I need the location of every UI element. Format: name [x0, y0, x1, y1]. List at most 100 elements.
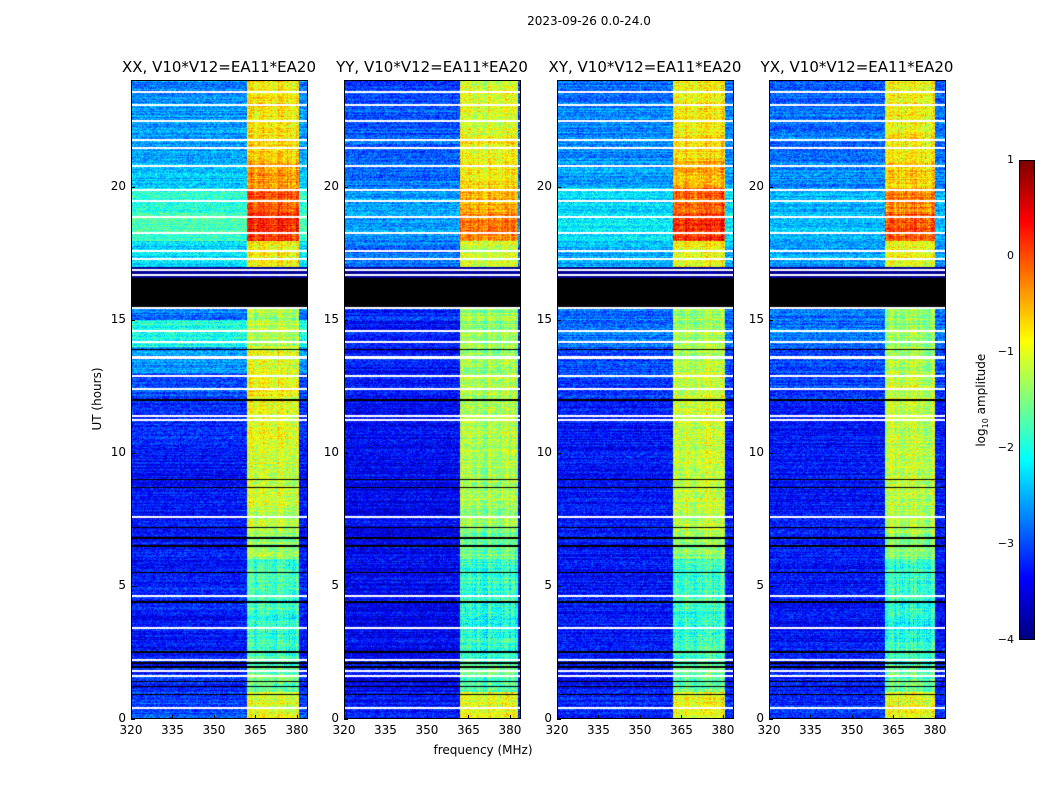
x-tick-mark [213, 715, 215, 719]
heatmap-panel [769, 80, 946, 719]
x-tick-label: 320 [545, 723, 569, 737]
y-tick-mark [769, 186, 773, 188]
y-tick-mark [557, 452, 561, 454]
y-tick-mark [344, 719, 348, 720]
y-tick-mark [769, 452, 773, 454]
y-tick-label: 15 [536, 311, 552, 326]
y-tick-mark [769, 319, 773, 321]
x-tick-label: 335 [587, 723, 610, 737]
panel-title: XX, V10*V12=EA11*EA20 [121, 58, 316, 76]
x-tick-mark [344, 715, 345, 719]
heatmap-image [132, 81, 307, 718]
colorbar-tick-label: −4 [997, 633, 1014, 646]
x-tick-mark [172, 715, 174, 719]
x-tick-label: 320 [757, 723, 781, 737]
x-tick-mark [468, 715, 470, 719]
y-tick-label: 5 [118, 577, 126, 592]
heatmap-image [770, 81, 945, 718]
x-tick-mark [296, 715, 298, 719]
x-tick-label: 350 [628, 723, 652, 737]
y-tick-mark [769, 585, 773, 587]
figure-title: 2023-09-26 0.0-24.0 [527, 14, 651, 28]
y-tick-label: 15 [748, 311, 764, 326]
x-tick-label: 365 [244, 723, 267, 737]
y-tick-mark [131, 319, 135, 321]
y-tick-label: 20 [323, 178, 339, 193]
y-tick-label: 5 [331, 577, 339, 592]
x-tick-mark [426, 715, 428, 719]
x-tick-mark [557, 715, 558, 719]
x-tick-label: 335 [799, 723, 822, 737]
colorbar-tick-label: 1 [1007, 153, 1014, 166]
y-tick-label: 20 [110, 178, 126, 193]
colorbar-tick-label: −1 [997, 345, 1014, 358]
y-tick-mark [131, 719, 135, 720]
x-tick-label: 350 [415, 723, 439, 737]
y-tick-label: 15 [110, 311, 126, 326]
x-tick-mark [893, 715, 895, 719]
x-tick-label: 320 [119, 723, 143, 737]
y-tick-mark [131, 186, 135, 188]
y-tick-label: 0 [756, 711, 764, 725]
y-tick-label: 20 [536, 178, 552, 193]
heatmap-panel [131, 80, 308, 719]
colorbar-tick-label: −3 [997, 537, 1014, 550]
colorbar [1019, 160, 1035, 640]
x-axis-label: frequency (MHz) [433, 743, 533, 757]
y-tick-mark [557, 585, 561, 587]
y-tick-label: 10 [323, 444, 339, 459]
y-tick-mark [344, 452, 348, 454]
y-tick-label: 20 [748, 178, 764, 193]
y-tick-label: 10 [536, 444, 552, 459]
x-tick-label: 350 [840, 723, 864, 737]
x-tick-mark [810, 715, 812, 719]
x-tick-label: 380 [498, 723, 522, 737]
x-tick-mark [722, 715, 724, 719]
x-tick-mark [598, 715, 600, 719]
y-tick-mark [344, 186, 348, 188]
x-tick-label: 320 [332, 723, 356, 737]
panel-title: YX, V10*V12=EA11*EA20 [760, 58, 954, 76]
x-tick-label: 365 [670, 723, 693, 737]
x-tick-label: 380 [923, 723, 947, 737]
y-tick-mark [769, 719, 773, 720]
y-tick-label: 15 [323, 311, 339, 326]
x-tick-mark [509, 715, 511, 719]
x-tick-mark [681, 715, 683, 719]
x-tick-mark [769, 715, 770, 719]
y-tick-mark [131, 585, 135, 587]
colorbar-label-sub: 10 [981, 418, 991, 429]
colorbar-tick-label: 0 [1007, 249, 1014, 262]
y-tick-label: 0 [331, 711, 339, 725]
y-tick-label: 10 [110, 444, 126, 459]
heatmap-image [558, 81, 733, 718]
x-tick-label: 335 [374, 723, 397, 737]
heatmap-panel [557, 80, 734, 719]
y-tick-label: 10 [748, 444, 764, 459]
x-tick-label: 365 [457, 723, 480, 737]
panel-title: XY, V10*V12=EA11*EA20 [548, 58, 742, 76]
x-tick-mark [255, 715, 257, 719]
x-tick-label: 365 [882, 723, 905, 737]
heatmap-image [345, 81, 520, 718]
x-tick-mark [385, 715, 387, 719]
colorbar-label-rest: amplitude [973, 353, 988, 419]
x-tick-label: 350 [202, 723, 226, 737]
x-tick-mark [131, 715, 132, 719]
panel-title: YY, V10*V12=EA11*EA20 [336, 58, 528, 76]
x-tick-label: 335 [161, 723, 184, 737]
x-tick-label: 380 [711, 723, 735, 737]
y-tick-mark [557, 319, 561, 321]
y-tick-label: 5 [756, 577, 764, 592]
x-tick-mark [639, 715, 641, 719]
y-axis-label: UT (hours) [90, 367, 104, 431]
colorbar-tick-label: −2 [997, 441, 1014, 454]
y-tick-mark [131, 452, 135, 454]
y-tick-mark [557, 186, 561, 188]
y-tick-label: 5 [544, 577, 552, 592]
y-tick-mark [344, 585, 348, 587]
heatmap-panel [344, 80, 521, 719]
y-tick-mark [344, 319, 348, 321]
y-tick-mark [557, 719, 561, 720]
x-tick-label: 380 [285, 723, 309, 737]
